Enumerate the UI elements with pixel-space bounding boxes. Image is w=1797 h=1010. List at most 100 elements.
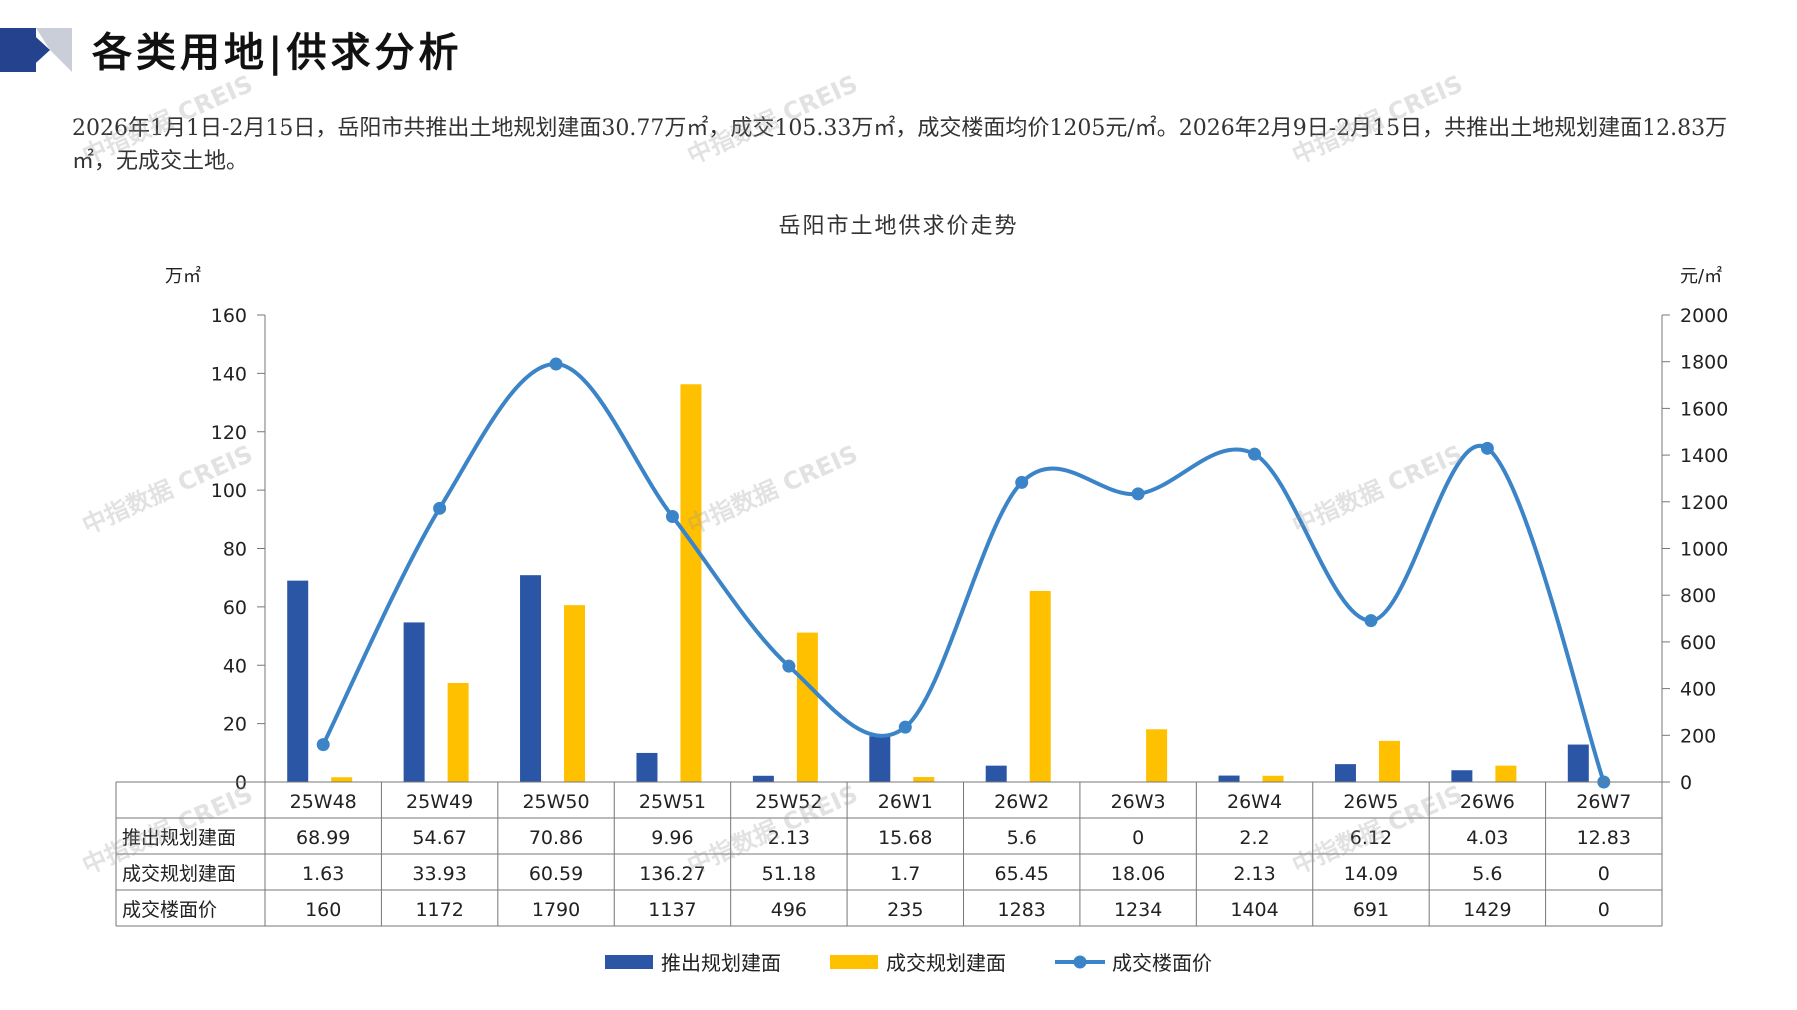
right-tick-label: 200 [1680, 725, 1716, 747]
legend-label-supply: 推出规划建面 [661, 951, 781, 975]
bar-supply [287, 580, 309, 782]
right-tick-label: 1000 [1680, 539, 1728, 561]
data-label: 60.59 [529, 863, 583, 885]
data-label: 70.86 [529, 827, 583, 849]
table-row-header: 成交规划建面 [122, 863, 236, 885]
data-label: 0 [1598, 899, 1610, 921]
price-point [1015, 475, 1029, 489]
data-label: 9.96 [651, 827, 693, 849]
bar-supply [752, 775, 774, 782]
right-tick-label: 2000 [1680, 305, 1728, 327]
left-tick-label: 80 [223, 539, 247, 561]
category-label: 26W2 [994, 791, 1049, 813]
price-point [1131, 487, 1145, 501]
bar-supply [403, 622, 425, 782]
bar-deal [447, 682, 469, 782]
page-title: 各类用地|供求分析 [92, 29, 463, 76]
bar-supply [1567, 744, 1589, 782]
price-point [898, 720, 912, 734]
data-label: 235 [887, 899, 923, 921]
price-point [1248, 447, 1262, 461]
right-tick-label: 1200 [1680, 492, 1728, 514]
bar-supply [520, 575, 542, 782]
data-label: 15.68 [878, 827, 932, 849]
data-label: 2.13 [1233, 863, 1275, 885]
bar-deal [1146, 729, 1168, 782]
category-label: 25W51 [639, 791, 706, 813]
left-tick-label: 100 [211, 480, 247, 502]
bar-deal [1262, 775, 1284, 782]
chart-title: 岳阳市土地供求价走势 [778, 214, 1019, 239]
left-tick-label: 140 [211, 363, 247, 385]
legend-label-price: 成交楼面价 [1112, 951, 1212, 975]
bar-supply [869, 736, 891, 782]
data-label: 0 [1132, 827, 1144, 849]
bar-deal [913, 777, 935, 782]
category-label: 26W4 [1227, 791, 1282, 813]
price-line [321, 362, 1606, 783]
data-label: 1429 [1463, 899, 1511, 921]
right-tick-label: 1400 [1680, 445, 1728, 467]
legend-marker-price [1073, 955, 1087, 969]
data-label: 1.63 [302, 863, 344, 885]
category-label: 25W49 [406, 791, 473, 813]
table-row-header: 推出规划建面 [122, 827, 236, 849]
data-label: 2.13 [768, 827, 810, 849]
data-label: 2.2 [1239, 827, 1269, 849]
data-label: 6.12 [1350, 827, 1392, 849]
category-label: 26W5 [1343, 791, 1398, 813]
right-tick-label: 400 [1680, 679, 1716, 701]
data-label: 0 [1598, 863, 1610, 885]
bar-deal [564, 605, 586, 782]
legend-swatch-supply [605, 955, 653, 969]
data-label: 54.67 [412, 827, 466, 849]
data-label: 1283 [998, 899, 1046, 921]
bar-deal [1029, 590, 1051, 782]
data-label: 1.7 [890, 863, 920, 885]
price-point [549, 357, 563, 371]
legend-label-deal: 成交规划建面 [886, 951, 1006, 975]
left-tick-label: 0 [235, 772, 247, 794]
data-label: 18.06 [1111, 863, 1165, 885]
data-label: 1404 [1230, 899, 1278, 921]
bar-supply [1218, 775, 1240, 782]
right-tick-label: 1800 [1680, 352, 1728, 374]
price-point [665, 510, 679, 524]
data-label: 68.99 [296, 827, 350, 849]
data-label: 33.93 [412, 863, 466, 885]
left-tick-label: 20 [223, 714, 247, 736]
data-label: 1137 [648, 899, 696, 921]
table-row-header: 成交楼面价 [122, 899, 217, 921]
left-tick-label: 60 [223, 597, 247, 619]
category-label: 25W52 [755, 791, 822, 813]
category-label: 25W50 [522, 791, 589, 813]
left-tick-label: 40 [223, 655, 247, 677]
corner-logo [0, 28, 72, 72]
price-point [316, 738, 330, 752]
category-label: 26W1 [878, 791, 933, 813]
bar-deal [1378, 740, 1400, 782]
bar-supply [1334, 764, 1356, 782]
data-label: 160 [305, 899, 341, 921]
left-axis-unit: 万㎡ [165, 265, 201, 287]
data-label: 5.6 [1007, 827, 1037, 849]
right-tick-label: 800 [1680, 585, 1716, 607]
summary-text: 2026年1月1日-2月15日，岳阳市共推出土地规划建面30.77万㎡，成交10… [72, 116, 1728, 174]
data-label: 65.45 [995, 863, 1049, 885]
bar-deal [331, 777, 353, 782]
bar-deal [796, 632, 818, 782]
legend-swatch-deal [830, 955, 878, 969]
data-label: 14.09 [1344, 863, 1398, 885]
price-point [1364, 614, 1378, 628]
category-label: 25W48 [290, 791, 357, 813]
category-label: 26W3 [1111, 791, 1166, 813]
data-label: 1790 [532, 899, 580, 921]
price-point [1480, 441, 1494, 455]
data-label: 51.18 [762, 863, 816, 885]
data-label: 4.03 [1466, 827, 1508, 849]
data-label: 691 [1353, 899, 1389, 921]
bar-supply [636, 752, 658, 782]
bar-supply [1451, 770, 1473, 782]
left-tick-label: 160 [211, 305, 247, 327]
